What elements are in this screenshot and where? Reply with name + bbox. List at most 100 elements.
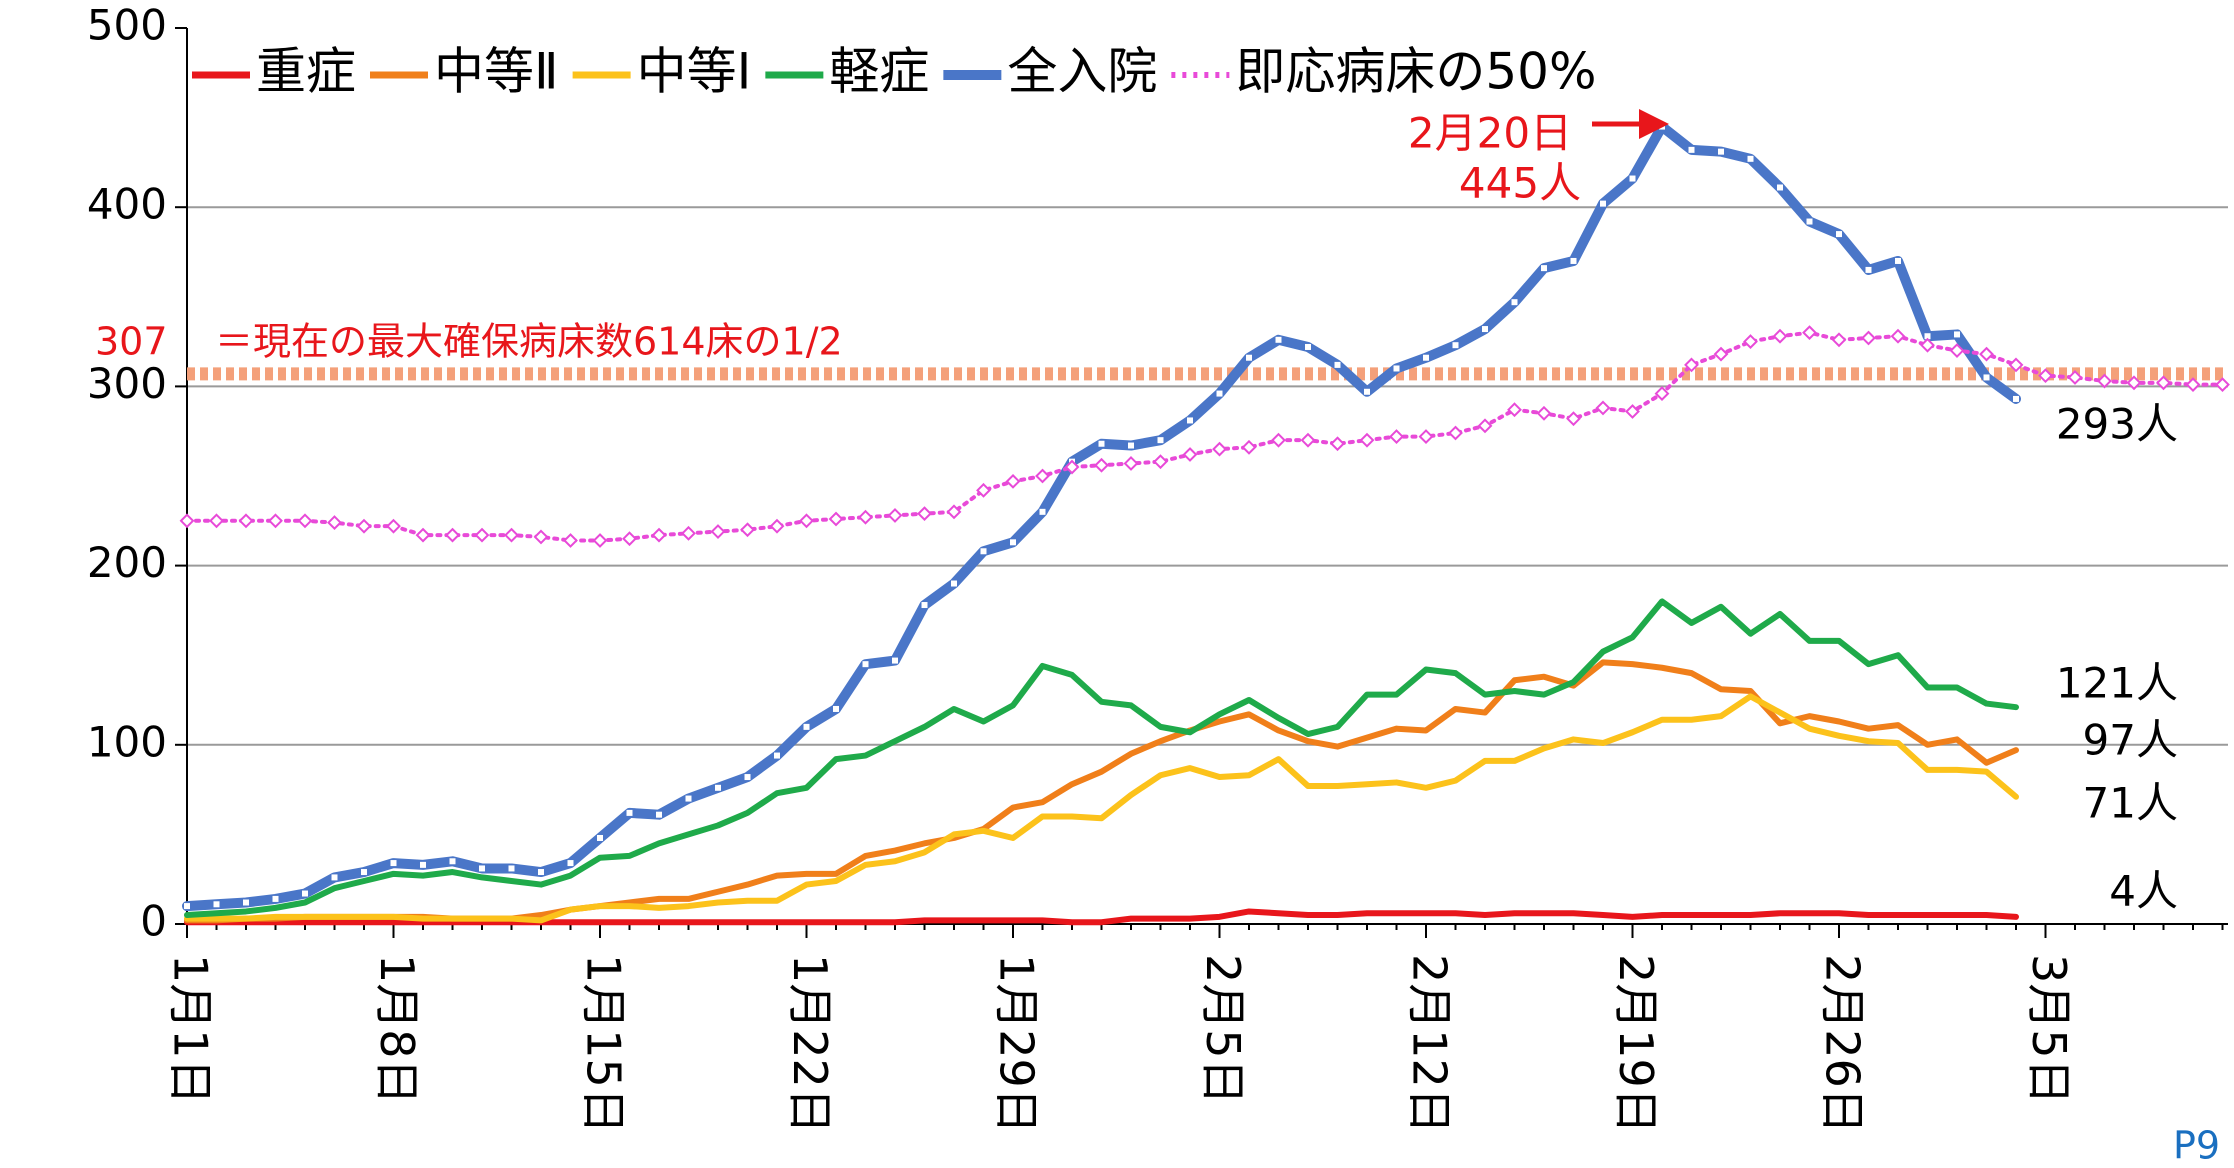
point-marker — [946, 504, 962, 520]
x-tick-label: 2月19日 — [1609, 954, 1663, 1134]
point-marker — [538, 869, 544, 876]
point-marker — [1334, 361, 1341, 368]
point-marker — [1777, 184, 1783, 191]
series-line — [185, 330, 2225, 543]
point-marker — [1123, 456, 1139, 471]
point-marker — [1806, 218, 1813, 225]
point-marker — [1743, 334, 1758, 350]
page-number: P9 — [2173, 1124, 2220, 1168]
point-marker — [1949, 343, 1965, 358]
point-marker — [2013, 395, 2019, 402]
legend: 重症 中等Ⅱ 中等Ⅰ 軽症 全入院 即応病床の50% — [192, 42, 2222, 108]
point-marker — [1418, 429, 1434, 444]
point-marker — [1511, 299, 1518, 306]
point-marker — [1448, 425, 1463, 441]
point-marker — [474, 527, 490, 543]
point-marker — [2038, 368, 2053, 384]
point-marker — [1010, 539, 1016, 546]
point-marker — [356, 518, 372, 534]
point-marker — [1924, 333, 1931, 340]
legend-label: 即応病床の50% — [1235, 43, 1596, 101]
point-marker — [213, 901, 220, 908]
point-marker — [1216, 390, 1223, 397]
point-marker — [1275, 336, 1282, 343]
point-marker — [243, 899, 249, 906]
point-marker — [179, 513, 195, 529]
point-marker — [597, 834, 603, 841]
reference-text: ＝現在の最大確保病床数614床の1/2 — [215, 319, 843, 363]
point-marker — [1861, 330, 1876, 346]
point-marker — [479, 865, 485, 872]
point-marker — [1157, 437, 1164, 444]
point-marker — [386, 518, 401, 534]
point-marker — [449, 858, 456, 865]
point-marker — [681, 525, 696, 541]
x-tick-label: 2月5日 — [1196, 954, 1250, 1105]
point-marker — [2067, 370, 2083, 385]
y-tick-label: 0 — [140, 897, 167, 946]
point-marker — [1452, 342, 1459, 349]
reference-value: 307 — [95, 319, 168, 363]
point-marker — [2156, 375, 2171, 391]
point-marker — [361, 869, 367, 876]
x-tick-label: 1月22日 — [783, 954, 837, 1134]
point-marker — [1098, 440, 1105, 447]
point-marker — [1035, 468, 1050, 484]
point-marker — [1094, 457, 1109, 473]
legend-label: 中等Ⅱ — [434, 43, 559, 101]
point-marker — [803, 723, 810, 730]
point-marker — [858, 509, 873, 525]
point-marker — [1477, 418, 1493, 434]
point-marker — [651, 527, 667, 543]
point-marker — [1600, 200, 1606, 207]
x-tick-label: 1月1日 — [164, 954, 218, 1105]
point-marker — [2097, 373, 2112, 389]
point-marker — [1890, 328, 1906, 344]
point-marker — [1182, 447, 1198, 462]
legend-label: 中等Ⅰ — [637, 43, 752, 101]
x-tick-label: 1月8日 — [370, 954, 424, 1105]
end-label: 121人 — [2056, 659, 2178, 708]
point-marker — [2185, 377, 2201, 393]
series-line — [184, 598, 2019, 919]
point-marker — [1688, 146, 1695, 153]
point-marker — [592, 533, 608, 548]
series-line — [184, 693, 2019, 924]
point-marker — [951, 580, 957, 587]
point-marker — [1836, 231, 1842, 238]
point-marker — [1393, 365, 1400, 372]
point-marker — [445, 527, 460, 543]
point-marker — [976, 482, 991, 498]
y-tick-label: 300 — [87, 359, 167, 408]
point-marker — [184, 903, 190, 910]
x-tick-label: 1月15日 — [577, 954, 631, 1134]
point-marker — [390, 860, 397, 867]
point-marker — [302, 890, 308, 897]
y-tick-label: 400 — [87, 180, 167, 229]
point-marker — [1541, 265, 1547, 272]
point-marker — [774, 752, 780, 759]
point-marker — [828, 511, 844, 527]
point-marker — [567, 860, 574, 867]
point-marker — [1536, 405, 1552, 421]
point-marker — [1865, 266, 1872, 273]
point-marker — [769, 518, 785, 534]
point-marker — [862, 661, 869, 668]
legend-label: 全入院 — [1007, 43, 1157, 101]
point-marker — [656, 811, 662, 818]
point-marker — [710, 524, 726, 539]
point-marker — [1359, 432, 1375, 448]
point-marker — [1629, 175, 1636, 182]
point-marker — [1389, 429, 1404, 444]
end-label: 4人 — [2109, 867, 2178, 916]
x-tick-label: 2月26日 — [1816, 954, 1870, 1134]
end-label: 97人 — [2083, 716, 2178, 765]
end-label: 293人 — [2056, 400, 2178, 449]
point-marker — [1212, 441, 1227, 457]
point-marker — [209, 513, 224, 529]
point-marker — [685, 795, 692, 802]
point-marker — [1187, 417, 1193, 424]
point-marker — [420, 861, 426, 868]
